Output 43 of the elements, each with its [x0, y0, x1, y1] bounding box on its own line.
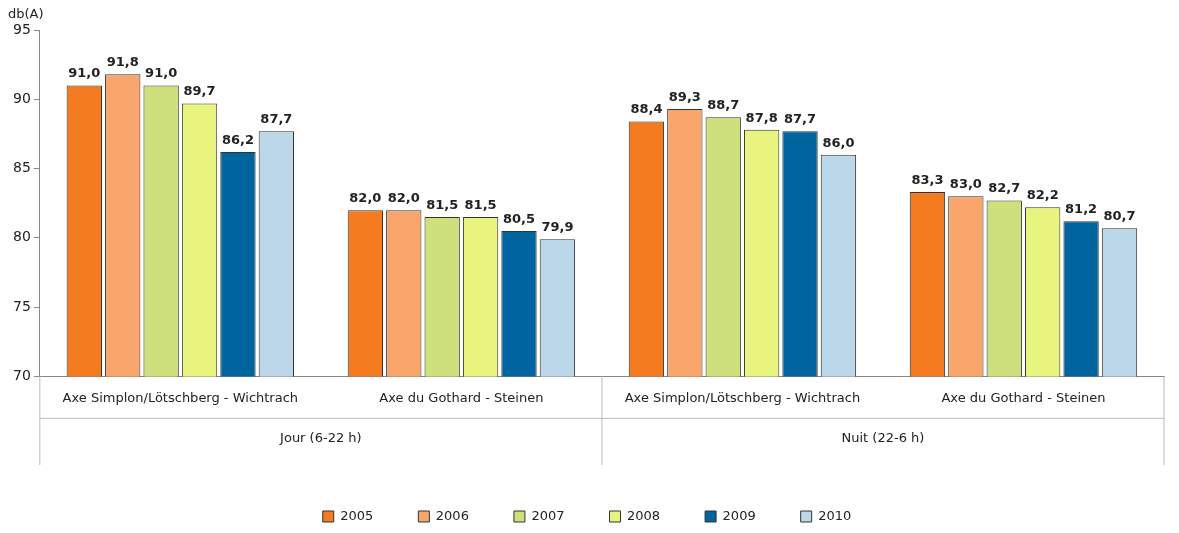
data-label: 80,7: [1103, 208, 1136, 224]
y-tick-label: 90: [12, 89, 31, 106]
y-tick-label: 80: [12, 228, 31, 245]
data-label: 82,2: [1026, 187, 1059, 203]
x-tick-label: Axe Simplon/Lötschberg - Wichtrach: [62, 389, 299, 405]
data-label: 91,0: [145, 65, 178, 81]
data-label: 87,8: [745, 109, 778, 125]
legend-label: 2008: [627, 507, 661, 523]
data-label: 89,3: [668, 88, 701, 104]
y-axis-title: db(A): [8, 5, 44, 21]
legend-label: 2010: [818, 507, 852, 523]
legend-label: 2005: [340, 507, 374, 523]
data-label: 83,0: [949, 176, 982, 192]
y-tick-label: 75: [12, 297, 31, 314]
data-label: 79,9: [541, 219, 574, 235]
data-label: 88,4: [630, 101, 663, 117]
data-label: 81,2: [1065, 201, 1098, 217]
text: Nuit (22-6 h): [841, 429, 925, 445]
data-label: 81,5: [464, 196, 497, 212]
data-label: 87,7: [784, 111, 817, 127]
data-label: 81,5: [426, 196, 459, 212]
legend-label: 2009: [722, 507, 756, 523]
text: Jour (6-22 h): [279, 429, 362, 445]
data-label: 82,7: [988, 180, 1021, 196]
x-tick-label: Axe Simplon/Lötschberg - Wichtrach: [624, 389, 861, 405]
data-label: 82,0: [349, 190, 382, 205]
x-tick-label: Axe du Gothard - Steinen: [941, 389, 1106, 405]
data-label: 86,0: [822, 134, 855, 150]
y-tick-label: 85: [12, 159, 31, 176]
y-tick-label: 70: [12, 367, 31, 384]
data-label: 83,3: [911, 171, 944, 187]
y-tick-label: 95: [12, 20, 31, 37]
data-label: 91,0: [68, 65, 101, 81]
data-label: 82,0: [387, 190, 420, 205]
legend-label: 2007: [531, 507, 565, 523]
data-label: 91,8: [106, 54, 139, 70]
legend-label: 2006: [435, 507, 469, 523]
x-tick-label: Axe du Gothard - Steinen: [379, 389, 544, 405]
data-label: 89,7: [183, 83, 216, 99]
data-label: 88,7: [707, 97, 740, 113]
data-label: 86,2: [221, 131, 254, 147]
data-label: 87,7: [260, 111, 293, 127]
data-label: 80,5: [502, 210, 536, 226]
